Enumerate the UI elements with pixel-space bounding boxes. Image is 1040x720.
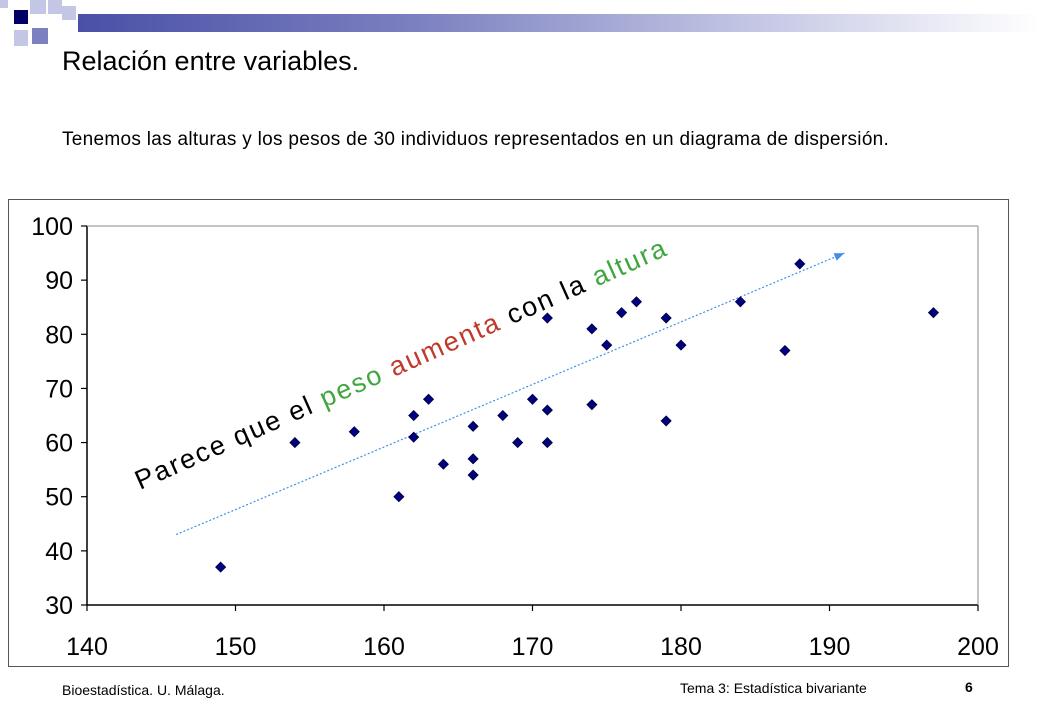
y-tick-label: 70 [45, 375, 73, 403]
data-point [422, 393, 435, 405]
y-tick-label: 90 [45, 267, 73, 295]
y-tick-label: 80 [45, 321, 73, 349]
x-tick-label: 180 [660, 633, 702, 661]
title-bar [78, 14, 1040, 32]
footer-institution: Bioestadística. U. Málaga. [62, 682, 225, 698]
x-tick-label: 190 [809, 633, 851, 661]
data-point [601, 339, 613, 351]
annotation-text: Parece que el peso aumenta con la altura [130, 232, 672, 495]
data-point [215, 561, 227, 573]
trend-line [175, 252, 845, 536]
data-point [586, 399, 598, 411]
annotation-segment: con la [493, 265, 599, 334]
intro-text: Tenemos las alturas y los pesos de 30 in… [62, 129, 890, 150]
data-point [437, 458, 449, 470]
y-tick-label: 60 [45, 430, 73, 458]
data-point [734, 296, 746, 308]
data-point [541, 404, 553, 416]
data-point [616, 307, 628, 319]
slide-title: Relación entre variables. [62, 46, 360, 76]
data-point [289, 437, 301, 449]
data-point [348, 426, 360, 438]
data-point [497, 409, 509, 422]
annotation-segment: peso [315, 359, 388, 413]
data-point [526, 393, 539, 405]
page-number: 6 [965, 679, 973, 695]
data-point [660, 415, 672, 427]
y-tick-label: 100 [31, 213, 73, 241]
x-tick-label: 200 [957, 633, 999, 661]
trend-arrowhead [833, 253, 845, 261]
data-point [660, 312, 672, 324]
footer-topic: Tema 3: Estadística bivariante [680, 680, 867, 696]
data-point [794, 258, 806, 270]
data-point [541, 437, 553, 449]
data-point [467, 469, 479, 481]
data-point [467, 420, 479, 432]
x-tick-label: 140 [66, 633, 108, 661]
scatter-chart: 30 40 50 60 70 80 90 100 140 150 160 170 180 190 200 Pa… [31, 213, 999, 661]
data-point [779, 344, 791, 357]
data-point [586, 323, 598, 335]
chart-frame: 30 40 50 60 70 80 90 100 140 150 160 170 180 190 200 Pa… [8, 199, 1009, 667]
x-tick-label: 170 [512, 633, 554, 661]
y-tick-label: 50 [45, 484, 73, 512]
data-point [512, 437, 524, 449]
data-point [393, 491, 405, 503]
data-point [408, 431, 420, 443]
data-point [927, 307, 940, 319]
data-point [467, 453, 479, 465]
x-tick-label: 150 [215, 633, 257, 661]
y-tick-label: 30 [45, 592, 73, 620]
data-point [541, 312, 553, 324]
y-tick-label: 40 [45, 538, 73, 566]
annotation-segment: aumenta [384, 306, 505, 382]
data-point [630, 296, 643, 308]
data-point [675, 339, 687, 351]
annotation-segment: altura [587, 232, 672, 292]
x-tick-label: 160 [363, 633, 405, 661]
data-point [408, 409, 420, 422]
